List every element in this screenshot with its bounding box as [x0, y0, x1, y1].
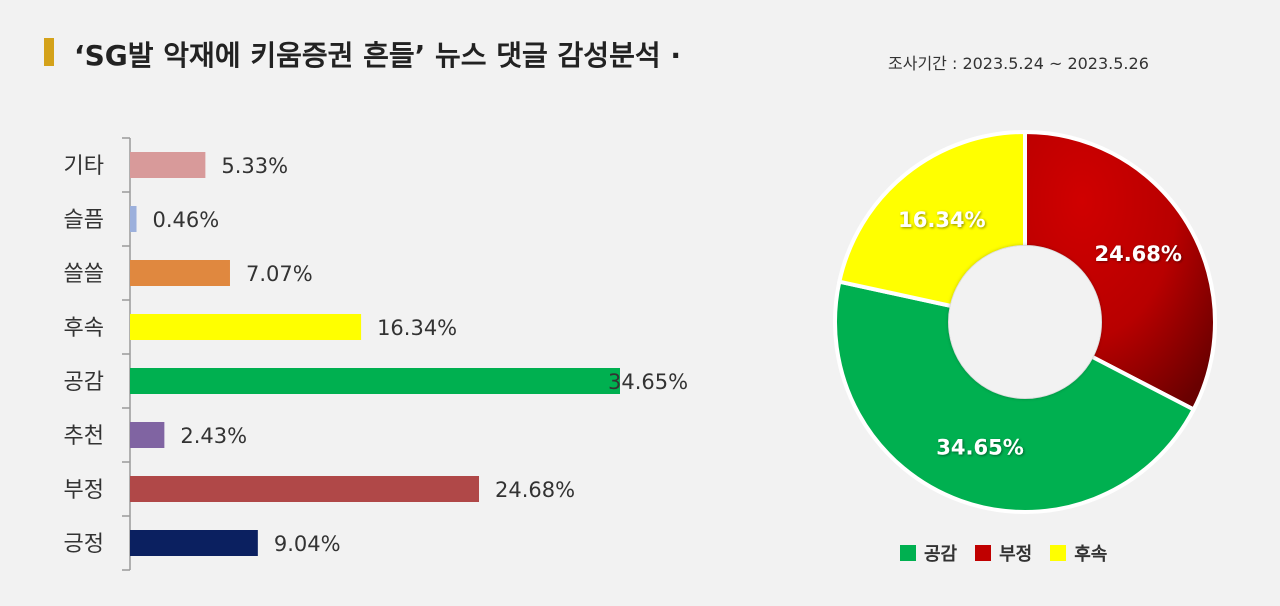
donut-hole-inner — [953, 250, 1097, 394]
bar-value-label: 0.46% — [153, 208, 220, 232]
legend-item: 부정 — [975, 540, 1032, 566]
bar-value-label: 34.65% — [608, 370, 688, 394]
slice-value-label: 24.68% — [1094, 242, 1181, 266]
legend-swatch — [900, 545, 916, 561]
donut-chart: 24.68% 34.65% 16.34% — [833, 129, 1217, 514]
legend-swatch — [975, 545, 992, 561]
slice-value-label: 34.65% — [936, 436, 1023, 460]
legend-item: 공감 — [900, 540, 957, 566]
category-label: 슬픔 — [64, 208, 104, 233]
bar — [130, 422, 165, 448]
bar-chart: 기타 5.33% 슬픔 0.46% 쓸쓸 7.07% 후속 16.34% 공감 34.65% 추천 2… — [64, 137, 688, 571]
legend-swatch — [1050, 545, 1067, 561]
category-label: 부정 — [64, 478, 104, 503]
bar-value-label: 5.33% — [221, 154, 288, 178]
bar — [130, 530, 258, 556]
bar — [130, 152, 206, 178]
bar-value-label: 7.07% — [246, 262, 313, 286]
bar-value-label: 9.04% — [274, 532, 341, 556]
bar — [130, 206, 137, 232]
bar — [130, 314, 362, 340]
bar-value-label: 2.43% — [180, 424, 247, 448]
category-label: 후속 — [64, 316, 104, 341]
donut-legend: 공감 부정 후속 — [900, 540, 1107, 566]
bar-value-label: 24.68% — [495, 478, 575, 502]
category-label: 쓸쓸 — [64, 262, 104, 287]
legend-label: 부정 — [999, 544, 1033, 565]
legend-item: 후속 — [1050, 540, 1107, 566]
category-label: 긍정 — [64, 532, 104, 557]
page-title: ‘SG발 악재에 키움증권 흔들’ 뉴스 댓글 감성분석 · — [74, 39, 681, 72]
title-accent-bar — [44, 38, 54, 66]
slice-value-label: 16.34% — [898, 208, 985, 232]
legend-label: 공감 — [924, 544, 958, 565]
category-label: 공감 — [64, 370, 104, 395]
legend-label: 후속 — [1074, 544, 1108, 565]
bar — [130, 260, 230, 286]
bar — [130, 368, 620, 394]
category-label: 추천 — [64, 424, 104, 449]
survey-period: 조사기간 : 2023.5.24 ~ 2023.5.26 — [888, 54, 1149, 73]
category-label: 기타 — [64, 154, 104, 179]
bar-value-label: 16.34% — [377, 316, 457, 340]
bar — [130, 476, 480, 502]
